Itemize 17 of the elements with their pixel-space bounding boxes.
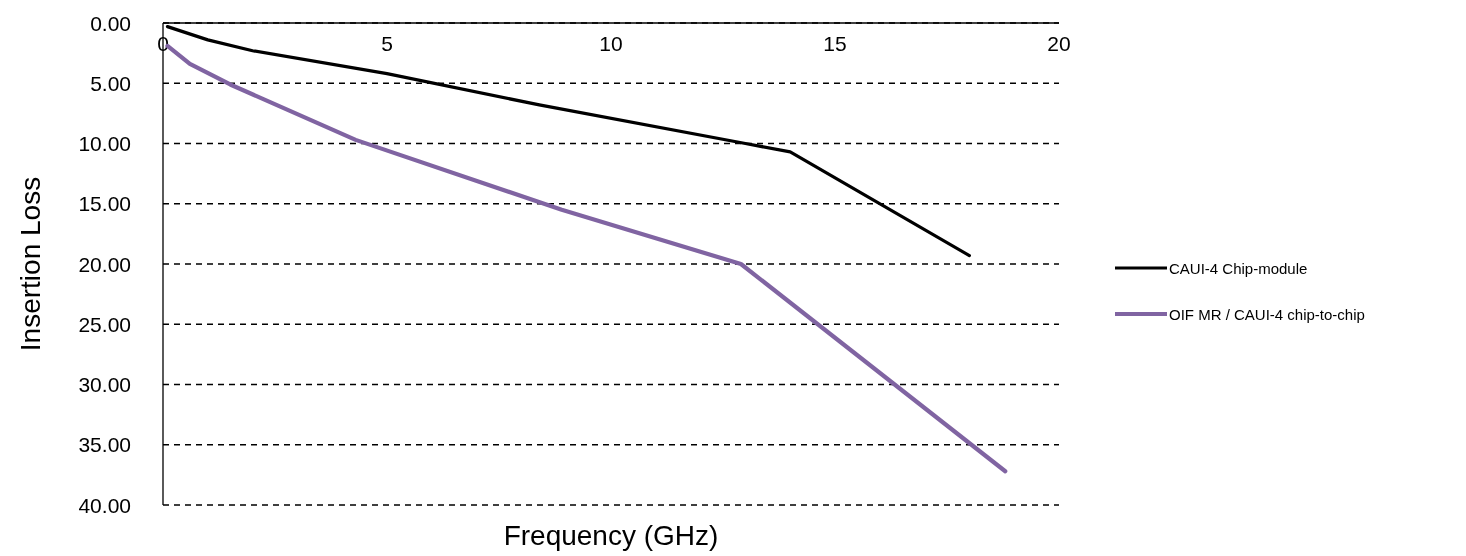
y-tick-label: 5.00 <box>90 71 131 95</box>
legend-label: CAUI-4 Chip-module <box>1169 259 1308 277</box>
x-tick-label: 20 <box>1047 32 1071 55</box>
y-tick-label: 10.00 <box>78 132 131 155</box>
x-axis-title: Frequency (GHz) <box>503 520 719 551</box>
x-tick-label: 15 <box>823 32 847 55</box>
legend-label: OIF MR / CAUI-4 chip-to-chip <box>1169 305 1365 323</box>
y-tick-label: 15.00 <box>78 192 131 216</box>
x-tick-label: 5 <box>381 32 393 55</box>
y-axis-title: Insertion Loss <box>15 176 46 352</box>
x-tick-label: 10 <box>599 32 623 55</box>
y-tick-label: 25.00 <box>78 312 131 336</box>
y-tick-label: 0.00 <box>90 11 131 35</box>
y-tick-label: 20.00 <box>78 252 131 276</box>
y-tick-label: 40.00 <box>78 493 131 517</box>
y-tick-label: 30.00 <box>78 373 131 396</box>
y-tick-label: 35.00 <box>78 433 131 457</box>
